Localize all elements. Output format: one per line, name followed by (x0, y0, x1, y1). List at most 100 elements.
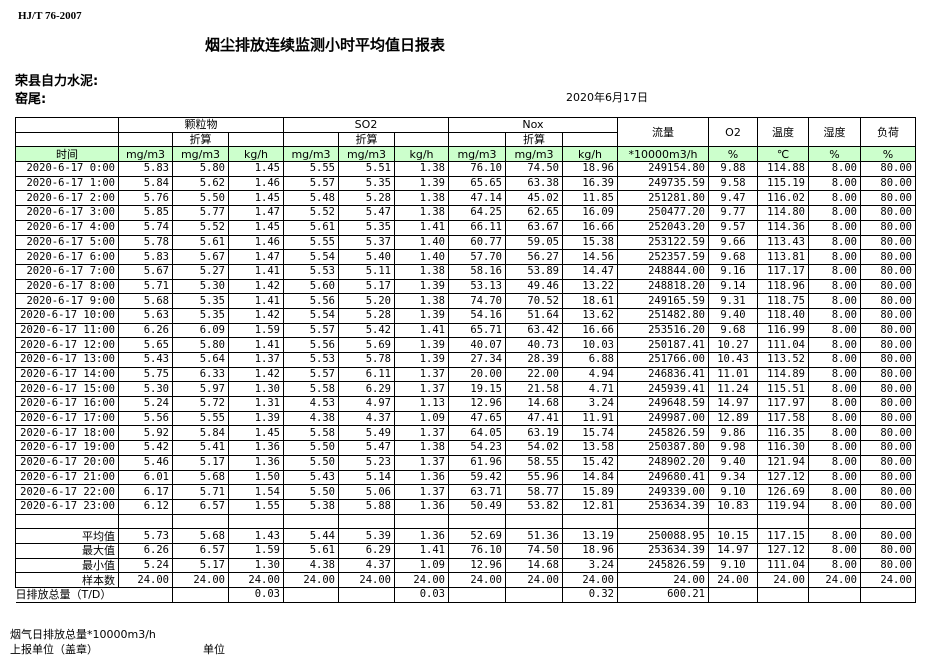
table-row: 2020-6-17 15:00 5.30 5.97 1.30 5.58 6.29 1.37 1… (15, 381, 916, 398)
value-cell: 5.67 (172, 249, 229, 265)
value-cell: 12.81 (562, 498, 618, 515)
total-cell (283, 587, 339, 603)
header-flow: 流量 (617, 116, 709, 148)
reporting-unit-label: 上报单位（盖章） (10, 643, 98, 656)
value-cell: 5.38 (283, 498, 339, 515)
value-cell: 14.47 (562, 263, 618, 280)
header-load: 负荷 (860, 116, 916, 148)
table-row: 2020-6-17 13:00 5.43 5.64 1.37 5.53 5.78 1.39 2… (15, 352, 916, 368)
value-cell: 5.72 (172, 396, 229, 412)
value-cell: 5.80 (172, 161, 229, 177)
value-cell: 53.13 (448, 278, 506, 295)
value-cell: 5.60 (283, 278, 339, 295)
unit-cell: mg/m3 (448, 146, 506, 163)
table-row: 2020-6-17 22:00 6.17 5.71 1.54 5.50 5.06 1.37 6… (15, 484, 916, 500)
value-cell: 1.59 (228, 322, 284, 339)
value-cell: 5.50 (172, 190, 229, 207)
daily-total-row: 日排放总量（T/D） 0.03 0.03 0.32 600.21 (15, 587, 916, 603)
unit-row: 时间 mg/m3 mg/m3 kg/h mg/m3 mg/m3 kg/h mg/m3 mg/m3… (15, 146, 916, 163)
value-cell: 5.56 (283, 337, 339, 353)
value-cell: 8.00 (808, 484, 861, 500)
value-cell: 9.88 (708, 161, 758, 177)
value-cell: 114.80 (757, 205, 809, 221)
value-cell: 3.24 (562, 396, 618, 412)
value-cell: 9.58 (708, 175, 758, 192)
value-cell: 5.56 (283, 293, 339, 309)
value-cell: 8.00 (808, 293, 861, 309)
table-row: 2020-6-17 20:00 5.46 5.17 1.36 5.50 5.23 1.37 6… (15, 454, 916, 471)
value-cell: 47.41 (505, 410, 563, 427)
value-cell: 1.45 (228, 190, 284, 207)
value-cell: 64.25 (448, 205, 506, 221)
time-cell: 2020-6-17 4:00 (15, 219, 119, 236)
value-cell: 1.46 (228, 175, 284, 192)
value-cell: 249154.80 (617, 161, 709, 177)
value-cell: 1.39 (394, 175, 449, 192)
value-cell: 24.00 (118, 572, 173, 588)
value-cell: 127.12 (757, 542, 809, 559)
value-cell: 15.74 (562, 425, 618, 442)
value-cell: 58.16 (448, 263, 506, 280)
daily-total-label: 日排放总量（T/D） (15, 587, 173, 603)
value-cell: 56.27 (505, 249, 563, 265)
standard-code: HJ/T 76-2007 (18, 10, 82, 22)
value-cell: 4.38 (283, 557, 339, 574)
unit-cell: mg/m3 (283, 146, 339, 163)
time-cell: 2020-6-17 3:00 (15, 205, 119, 221)
value-cell: 5.78 (118, 234, 173, 251)
value-cell: 24.00 (708, 572, 758, 588)
value-cell: 8.00 (808, 234, 861, 251)
report-table: 颗粒物 SO2 Nox 流量 O2 温度 湿度 负荷 折算 折算 折算 时间 mg… (15, 116, 916, 603)
value-cell: 116.02 (757, 190, 809, 207)
value-cell: 127.12 (757, 469, 809, 486)
value-cell: 5.52 (172, 219, 229, 236)
value-cell: 1.39 (394, 352, 449, 368)
value-cell: 19.15 (448, 381, 506, 398)
table-row: 2020-6-17 18:00 5.92 5.84 1.45 5.58 5.49 1.37 6… (15, 425, 916, 442)
value-cell: 6.57 (172, 498, 229, 515)
time-header: 时间 (15, 146, 119, 163)
value-cell: 9.31 (708, 293, 758, 309)
value-cell: 52.69 (448, 528, 506, 544)
value-cell: 24.00 (228, 572, 284, 588)
value-cell: 1.45 (228, 219, 284, 236)
table-row: 2020-6-17 7:00 5.67 5.27 1.41 5.53 5.11 1.38 58… (15, 263, 916, 280)
value-cell: 248902.20 (617, 454, 709, 471)
value-cell: 1.13 (394, 396, 449, 412)
value-cell: 1.41 (394, 542, 449, 559)
value-cell: 5.43 (118, 352, 173, 368)
value-cell: 8.00 (808, 175, 861, 192)
value-cell: 1.31 (228, 396, 284, 412)
value-cell: 1.54 (228, 484, 284, 500)
value-cell: 8.00 (808, 366, 861, 383)
value-cell: 1.41 (394, 322, 449, 339)
value-cell: 24.00 (860, 572, 916, 588)
value-cell: 113.52 (757, 352, 809, 368)
value-cell: 1.50 (228, 469, 284, 486)
empty-cell (860, 513, 916, 530)
value-cell: 245939.41 (617, 381, 709, 398)
value-cell: 5.53 (283, 263, 339, 280)
value-cell: 24.00 (617, 572, 709, 588)
value-cell: 80.00 (860, 249, 916, 265)
value-cell: 113.43 (757, 234, 809, 251)
time-cell: 2020-6-17 12:00 (15, 337, 119, 353)
value-cell: 5.50 (283, 484, 339, 500)
value-cell: 15.89 (562, 484, 618, 500)
flue-gas-total-label: 烟气日排放总量*10000m3/h (10, 628, 156, 641)
value-cell: 5.06 (338, 484, 395, 500)
value-cell: 1.30 (228, 381, 284, 398)
value-cell: 5.80 (172, 337, 229, 353)
group-header-row: 颗粒物 SO2 Nox 流量 O2 温度 湿度 负荷 (15, 116, 916, 148)
value-cell: 8.00 (808, 337, 861, 353)
stats-label: 样本数 (15, 572, 119, 588)
value-cell: 12.96 (448, 557, 506, 574)
value-cell: 65.65 (448, 175, 506, 192)
value-cell: 8.00 (808, 469, 861, 486)
value-cell: 5.35 (172, 293, 229, 309)
value-cell: 5.61 (283, 542, 339, 559)
table-row: 2020-6-17 1:00 5.84 5.62 1.46 5.57 5.35 1.39 65… (15, 175, 916, 192)
time-cell: 2020-6-17 5:00 (15, 234, 119, 251)
value-cell: 9.47 (708, 190, 758, 207)
value-cell: 5.48 (283, 190, 339, 207)
